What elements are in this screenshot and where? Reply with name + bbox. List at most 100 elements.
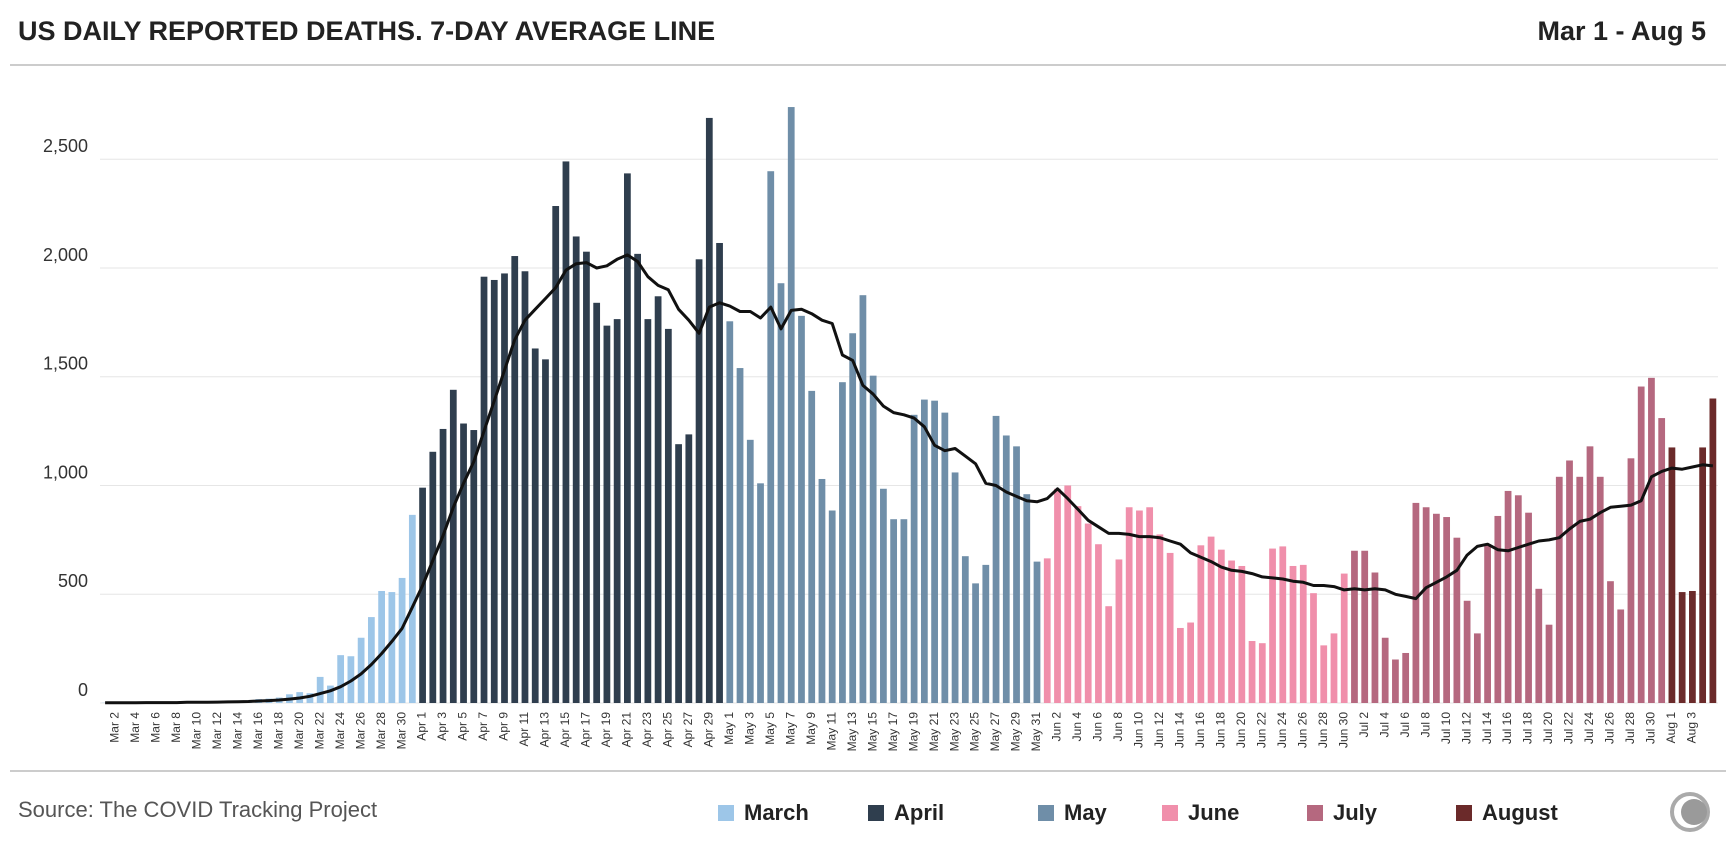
x-tick-label: Apr 7	[476, 712, 490, 741]
bar	[869, 375, 877, 703]
bar	[644, 319, 652, 703]
bar	[1576, 476, 1584, 703]
x-tick-label: Jun 14	[1173, 712, 1187, 748]
bar	[357, 637, 365, 703]
x-tick-label: Jun 2	[1050, 712, 1064, 742]
bar	[501, 273, 508, 703]
bar	[1013, 446, 1020, 703]
bar	[480, 276, 488, 703]
bar	[531, 348, 539, 703]
bar	[1084, 523, 1092, 703]
x-tick-label: Mar 20	[292, 712, 306, 750]
x-tick-label: Jul 28	[1623, 712, 1637, 744]
bar	[818, 478, 826, 703]
logo	[1670, 792, 1710, 832]
bar	[327, 685, 334, 703]
bar	[1279, 546, 1287, 703]
bar	[1351, 550, 1358, 703]
x-tick-label: Jul 20	[1541, 712, 1555, 744]
bar	[378, 590, 385, 703]
bar	[367, 617, 375, 703]
bar	[306, 693, 314, 703]
bar	[1514, 495, 1522, 703]
bar	[521, 271, 529, 703]
bar	[439, 428, 447, 703]
bar	[1207, 536, 1215, 703]
bar	[798, 315, 805, 703]
x-tick-label: Jun 20	[1234, 712, 1248, 748]
bar	[1668, 447, 1676, 703]
bar	[1607, 581, 1614, 703]
bar	[787, 107, 795, 704]
bar	[1217, 549, 1225, 703]
bar	[572, 236, 580, 703]
bar	[828, 510, 836, 703]
bar	[1289, 565, 1297, 703]
bar	[931, 400, 938, 703]
bar	[1545, 624, 1553, 703]
x-tick-label: Jul 12	[1459, 712, 1473, 744]
x-tick-label: Apr 9	[497, 712, 511, 741]
bar	[624, 173, 631, 703]
bar	[603, 325, 611, 703]
chart-subtitle: Mar 1 - Aug 5	[1537, 16, 1706, 46]
bar	[1320, 645, 1328, 703]
x-tick-label: Jul 16	[1500, 712, 1514, 744]
bar	[593, 302, 601, 703]
bar	[1648, 377, 1655, 703]
bar	[1074, 506, 1082, 703]
bar	[1381, 637, 1389, 703]
bar	[890, 519, 898, 703]
bar	[419, 487, 426, 703]
y-tick-label: 1,000	[43, 462, 88, 482]
bar	[1617, 609, 1625, 703]
x-tick-label: Apr 1	[415, 712, 429, 741]
bar	[1115, 559, 1123, 703]
bar	[1689, 590, 1696, 703]
bar	[1494, 515, 1502, 703]
legend-label: March	[744, 800, 809, 825]
x-tick-label: Mar 6	[148, 712, 162, 743]
bar	[695, 259, 703, 703]
bar	[685, 434, 693, 703]
x-tick-label: Jun 28	[1316, 712, 1330, 748]
bar	[1484, 544, 1491, 703]
x-tick-label: Jul 6	[1398, 712, 1412, 738]
x-tick-label: Mar 12	[210, 712, 224, 750]
y-tick-label: 2,500	[43, 136, 88, 156]
bar	[1361, 550, 1369, 703]
legend-label: July	[1333, 800, 1378, 825]
bar	[982, 564, 990, 703]
bar	[470, 430, 478, 703]
bar	[1566, 460, 1573, 703]
bar	[1709, 398, 1717, 703]
bar	[1054, 488, 1061, 703]
bar	[613, 319, 621, 703]
bar	[1443, 517, 1451, 703]
legend-swatch	[1307, 805, 1323, 821]
bar	[1596, 476, 1604, 703]
x-tick-label: May 27	[988, 712, 1002, 752]
bar	[900, 519, 908, 703]
x-tick-label: Jul 2	[1357, 712, 1371, 738]
x-tick-label: Apr 27	[681, 712, 695, 748]
x-tick-label: May 9	[804, 712, 818, 745]
legend-label: April	[894, 800, 944, 825]
x-tick-label: May 1	[722, 712, 736, 745]
bar	[664, 328, 672, 703]
bar	[634, 253, 642, 704]
x-tick-label: Jun 6	[1091, 712, 1105, 742]
bar	[1637, 386, 1645, 703]
x-tick-label: Mar 10	[189, 712, 203, 750]
bar	[716, 242, 723, 704]
legend-swatch	[718, 805, 734, 821]
bar	[1330, 633, 1338, 703]
bar	[1678, 592, 1686, 703]
x-tick-label: Mar 8	[169, 712, 183, 743]
bar	[1525, 512, 1532, 703]
x-tick-label: May 25	[968, 712, 982, 752]
bar	[1228, 560, 1235, 703]
x-tick-label: Mar 28	[374, 712, 388, 750]
legend-label: August	[1482, 800, 1558, 825]
x-tick-label: Apr 3	[435, 712, 449, 741]
